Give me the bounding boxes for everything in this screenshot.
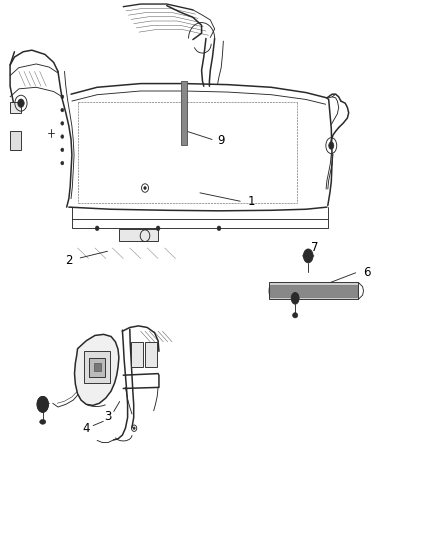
Ellipse shape [156, 226, 160, 231]
Ellipse shape [37, 397, 48, 413]
Ellipse shape [144, 187, 146, 190]
Ellipse shape [291, 293, 299, 304]
Text: 9: 9 [217, 134, 225, 147]
Bar [10, 131, 21, 150]
Text: 2: 2 [65, 254, 73, 266]
Ellipse shape [328, 142, 334, 149]
Ellipse shape [293, 313, 298, 318]
Bar [94, 363, 101, 372]
Ellipse shape [61, 95, 64, 99]
Ellipse shape [95, 226, 99, 231]
Text: 5: 5 [39, 400, 46, 414]
Ellipse shape [40, 419, 46, 424]
Bar [119, 229, 158, 241]
Bar [270, 285, 357, 297]
Text: 8: 8 [300, 288, 307, 301]
Bar [131, 342, 143, 367]
Ellipse shape [18, 99, 24, 108]
Bar [145, 342, 157, 367]
Polygon shape [74, 334, 119, 406]
Ellipse shape [61, 108, 64, 112]
Bar [84, 351, 110, 383]
Ellipse shape [304, 249, 313, 263]
Ellipse shape [293, 296, 297, 301]
Text: 1: 1 [248, 195, 255, 208]
Bar [89, 358, 105, 377]
Text: 3: 3 [104, 409, 112, 423]
Text: 6: 6 [363, 266, 371, 279]
Ellipse shape [61, 148, 64, 152]
Text: 4: 4 [82, 422, 90, 435]
Text: 7: 7 [311, 241, 318, 254]
Ellipse shape [40, 401, 46, 408]
Ellipse shape [61, 135, 64, 139]
Ellipse shape [61, 122, 64, 125]
Bar [10, 102, 21, 113]
Ellipse shape [306, 253, 311, 259]
Bar [181, 81, 187, 144]
Ellipse shape [217, 226, 221, 231]
Ellipse shape [61, 161, 64, 165]
Ellipse shape [133, 427, 135, 430]
Bar [269, 282, 358, 300]
